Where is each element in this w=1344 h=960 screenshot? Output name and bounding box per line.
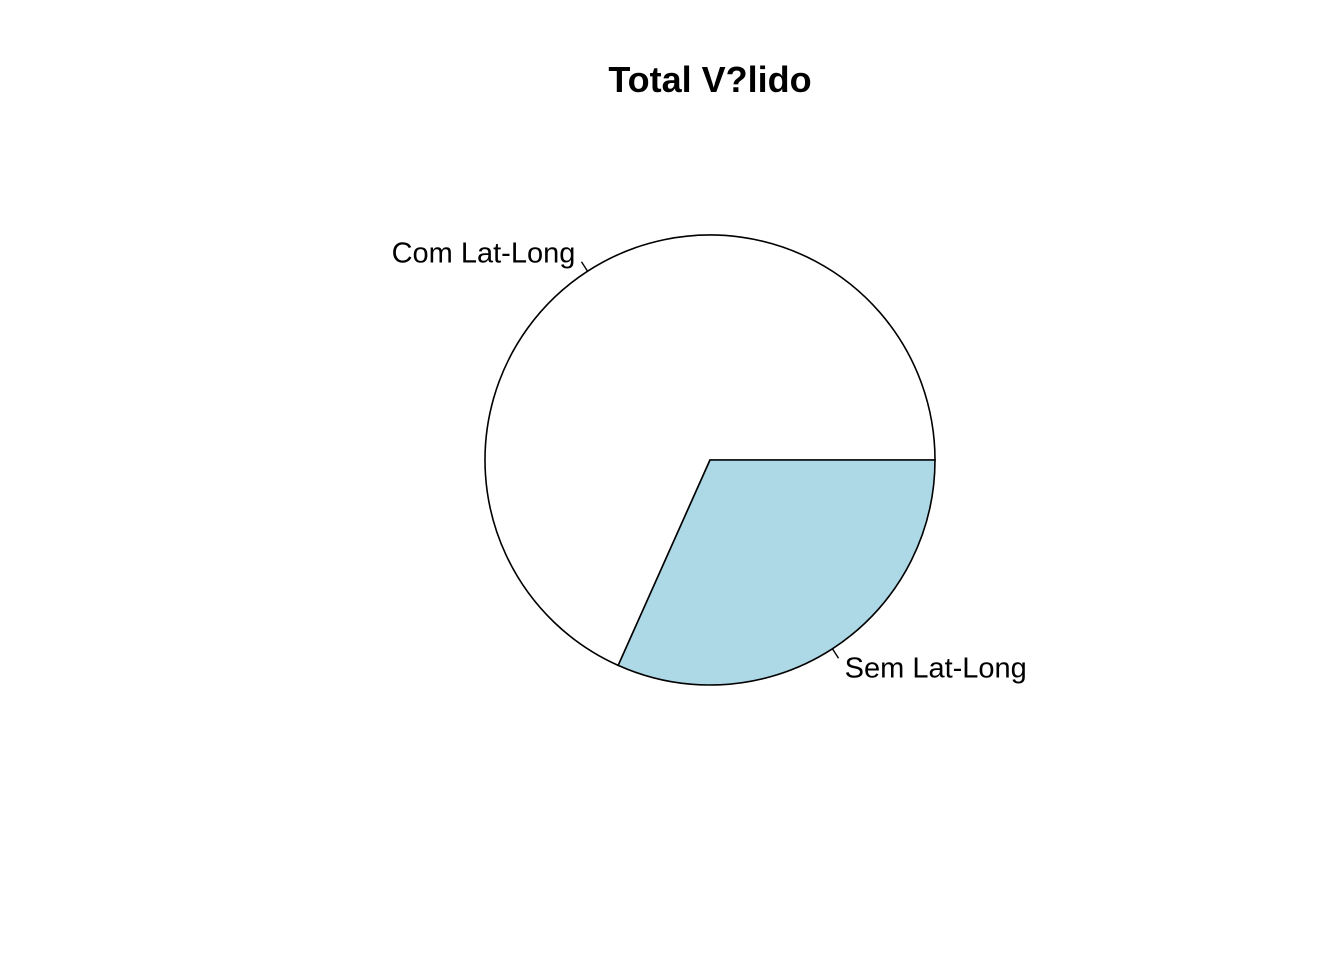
pie-label-tick-1 <box>580 261 589 272</box>
pie-label-2: Sem Lat-Long <box>845 653 1027 685</box>
pie-label-1: Com Lat-Long <box>392 237 576 269</box>
pie-labels: Com Lat-Long Sem Lat-Long <box>392 237 1027 684</box>
chart-title: Total V?lido <box>608 59 811 100</box>
pie-slice-2 <box>617 459 936 686</box>
pie-label-tick-2 <box>831 648 840 659</box>
pie-slices <box>484 234 936 686</box>
